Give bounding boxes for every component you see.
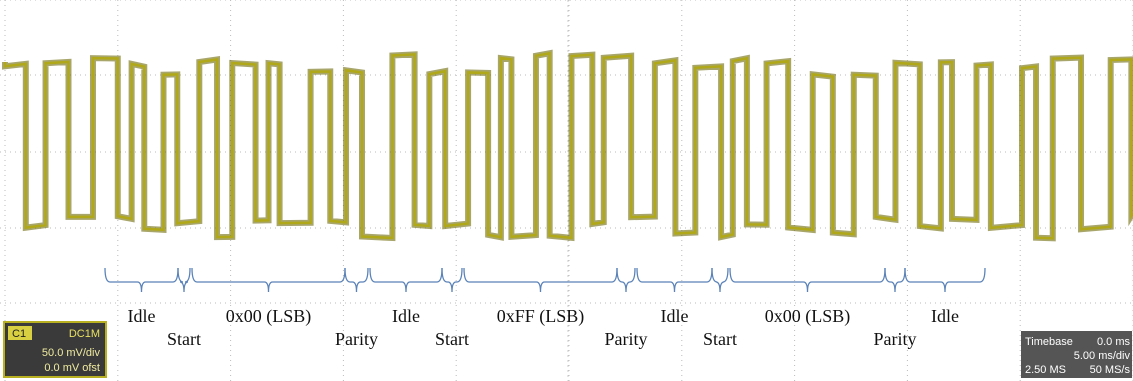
annotations: Idle Start 0x00 (LSB) Parity Idle Start 0xFF (… [105, 268, 985, 349]
trace-shadow [5, 53, 1133, 238]
brace [370, 268, 442, 292]
annotation-label: Parity [605, 329, 648, 349]
vertical-scale: 50.0 mV/div [42, 347, 101, 359]
brace [905, 268, 985, 292]
page: Idle Start 0x00 (LSB) Parity Idle Start 0xFF (… [0, 0, 1133, 381]
annotation-label: 0x00 (LSB) [765, 306, 851, 327]
annotation-label: Start [703, 329, 737, 349]
coupling-label: DC1M [69, 328, 100, 340]
brace [637, 268, 712, 292]
annotation-label: Parity [874, 329, 917, 349]
vertical-offset: 0.0 mV ofst [44, 362, 100, 374]
annotation-label: Start [167, 329, 201, 349]
annotation-label: Idle [931, 306, 959, 326]
brace [345, 268, 368, 292]
timebase-delay: 0.0 ms [1097, 336, 1131, 348]
annotation-label: 0x00 (LSB) [226, 306, 312, 327]
timebase-box: Timebase 0.0 ms 5.00 ms/div 2.50 MS 50 M… [1021, 331, 1132, 378]
brace [192, 268, 345, 292]
annotation-label: Parity [335, 329, 378, 349]
waveform [5, 53, 1133, 238]
timebase-title: Timebase [1025, 336, 1073, 348]
brace [464, 268, 617, 292]
brace [730, 268, 885, 292]
scope-screen: Idle Start 0x00 (LSB) Parity Idle Start 0xFF (… [0, 0, 1133, 381]
timebase-scale: 5.00 ms/div [1074, 350, 1131, 362]
brace [105, 268, 178, 292]
annotation-label: Idle [128, 306, 156, 326]
brace [712, 268, 728, 292]
brace [617, 268, 635, 292]
annotation-label: Start [435, 329, 469, 349]
annotation-label: Idle [392, 306, 420, 326]
channel-label: C1 [12, 328, 26, 340]
sample-rate: 50 MS/s [1090, 364, 1131, 376]
sample-count: 2.50 MS [1025, 364, 1066, 376]
annotation-label: 0xFF (LSB) [497, 306, 585, 327]
channel-box: C1 DC1M 50.0 mV/div 0.0 mV ofst [4, 322, 106, 377]
brace [442, 268, 462, 292]
brace [178, 268, 190, 292]
annotation-label: Idle [661, 306, 689, 326]
brace [885, 268, 905, 292]
